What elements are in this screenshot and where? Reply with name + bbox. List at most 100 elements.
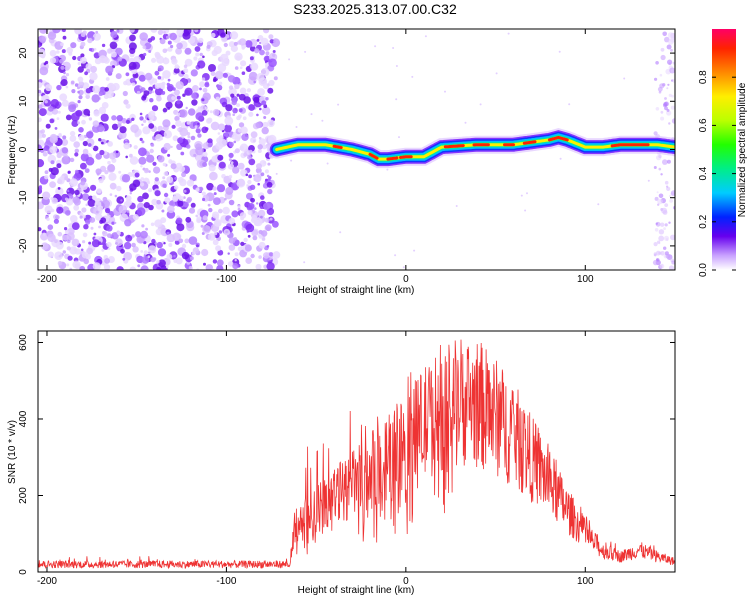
noise-blob [170, 163, 177, 170]
noise-blob [54, 251, 63, 260]
noise-blob [56, 255, 59, 259]
noise-blob [180, 151, 185, 156]
noise-blob [77, 86, 80, 90]
noise-blob [162, 57, 170, 65]
noise-blob [664, 223, 668, 227]
noise-blob [227, 261, 234, 267]
noise-blob [257, 182, 261, 186]
noise-blob [256, 163, 262, 170]
noise-blob [156, 266, 161, 270]
noise-blob [94, 200, 102, 208]
noise-blob [246, 184, 249, 187]
noise-blob [142, 119, 147, 123]
ridge-hot-segment [332, 144, 343, 150]
noise-blob [91, 195, 97, 201]
noise-blob [207, 138, 213, 144]
noise-blob [154, 190, 161, 197]
noise-blob [132, 246, 139, 253]
noise-blob [140, 230, 148, 239]
noise-blob [455, 205, 458, 207]
noise-blob [217, 132, 221, 135]
noise-blob [55, 241, 64, 250]
noise-blob [395, 65, 398, 67]
noise-blob [266, 174, 270, 178]
noise-blob [667, 59, 673, 65]
noise-blob [188, 236, 198, 245]
noise-blob [228, 85, 234, 90]
noise-blob [126, 210, 130, 213]
noise-blob [176, 223, 185, 232]
noise-blob [228, 174, 233, 179]
noise-blob [140, 87, 146, 93]
noise-blob [386, 168, 389, 171]
noise-blob [236, 103, 241, 107]
noise-blob [259, 107, 262, 111]
noise-blob [56, 163, 62, 169]
noise-blob [266, 245, 270, 248]
noise-blob [79, 215, 83, 219]
noise-blob [217, 123, 226, 131]
noise-blob [257, 144, 263, 150]
noise-blob [192, 85, 199, 92]
noise-blob [266, 226, 271, 232]
noise-blob [162, 119, 171, 128]
noise-blob [116, 115, 123, 122]
snr-frame [37, 330, 676, 573]
noise-blob [339, 231, 342, 234]
noise-blob [116, 29, 120, 33]
noise-blob [148, 114, 155, 121]
noise-blob [218, 81, 223, 86]
noise-blob [38, 117, 42, 123]
noise-blob [122, 257, 126, 261]
noise-blob [38, 104, 43, 109]
noise-blob [40, 232, 49, 241]
noise-blob [74, 169, 79, 174]
noise-blob [194, 46, 201, 52]
noise-blob [102, 231, 108, 237]
noise-blob [157, 65, 164, 72]
noise-blob [107, 247, 111, 251]
ridge-hot-segment [399, 155, 413, 159]
noise-blob [222, 206, 230, 215]
noise-blob [147, 255, 151, 258]
noise-blob [228, 237, 236, 244]
noise-blob [250, 62, 259, 71]
noise-blob [275, 172, 278, 175]
noise-blob [258, 241, 266, 249]
noise-blob [666, 186, 671, 191]
noise-blob [74, 152, 79, 157]
noise-blob [217, 63, 227, 72]
noise-blob [170, 44, 174, 49]
noise-blob [161, 81, 166, 86]
noise-blob [295, 126, 298, 128]
spectrogram-y-tick-label: -20 [18, 238, 29, 253]
noise-blob [65, 114, 72, 121]
noise-blob [65, 85, 69, 89]
noise-blob [241, 46, 245, 50]
noise-blob [228, 244, 236, 251]
noise-blob [165, 265, 169, 269]
colorbar: 0.0 0.2 0.4 0.6 0.8 Normalized spectral ampl… [698, 29, 748, 277]
noise-blob [657, 203, 660, 206]
noise-blob [98, 178, 104, 184]
noise-blob [234, 83, 240, 90]
noise-blob [660, 222, 665, 227]
noise-blob [187, 135, 191, 139]
noise-blob [199, 52, 203, 57]
noise-blob [669, 67, 675, 74]
noise-blob [178, 238, 184, 244]
noise-blob [88, 48, 93, 52]
noise-blob [106, 233, 112, 239]
noise-blob [69, 157, 75, 163]
noise-blob [668, 194, 672, 198]
noise-blob [86, 247, 93, 255]
noise-blob [98, 138, 102, 142]
noise-blob [47, 31, 57, 40]
snr-y-tick-label: 600 [18, 334, 29, 351]
noise-blob [668, 39, 674, 45]
noise-blob [43, 232, 46, 236]
colorbar-tick-label: 0.8 [698, 70, 709, 84]
noise-blob [110, 60, 117, 68]
noise-blob [192, 251, 196, 256]
noise-blob [212, 239, 219, 246]
